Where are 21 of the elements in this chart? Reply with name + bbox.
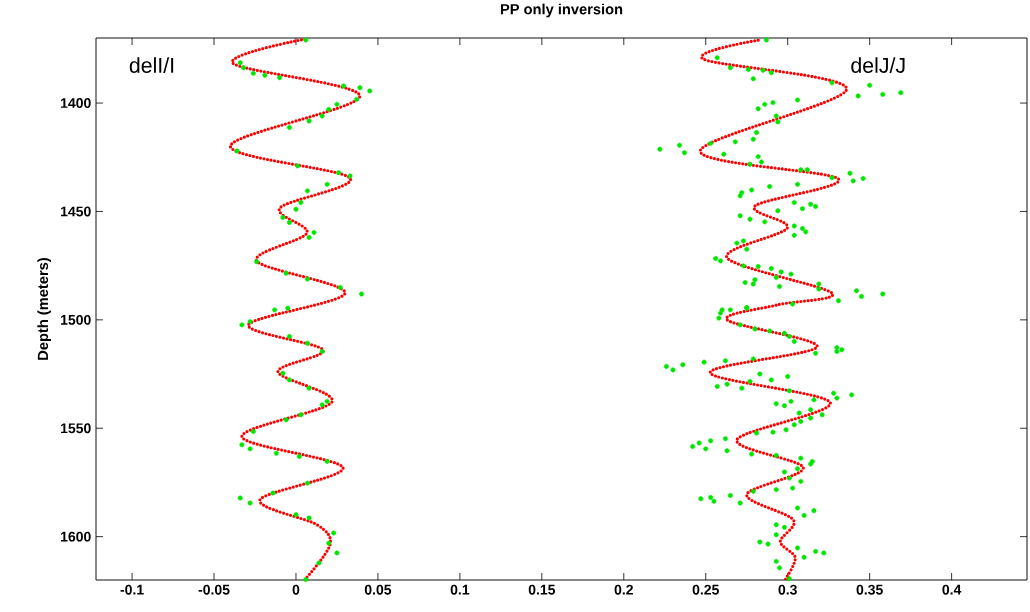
x-tick-label: -0.1 <box>120 584 144 595</box>
x-tick-label: 0.35 <box>856 584 883 595</box>
x-tick-label: 0.1 <box>450 584 470 595</box>
y-tick-label: 1600 <box>61 531 91 542</box>
y-tick-label: 1550 <box>61 423 91 434</box>
y-axis-title: Depth (meters) <box>37 258 51 360</box>
line-series <box>698 38 849 580</box>
x-tick-label: 0.4 <box>942 584 962 595</box>
y-tick-label: 1400 <box>61 98 91 109</box>
chart-title: PP only inversion <box>500 3 623 18</box>
y-tick-label: 1450 <box>61 206 91 217</box>
x-tick-label: 0.15 <box>528 584 556 595</box>
x-tick-label: 0.05 <box>364 584 392 595</box>
annotation: delI/I <box>129 57 174 73</box>
y-tick-label: 1500 <box>61 314 91 325</box>
x-tick-label: -0.05 <box>198 584 230 595</box>
x-tick-label: 0.25 <box>692 584 719 595</box>
annotation: delJ/J <box>851 57 905 73</box>
x-tick-label: 0 <box>292 584 300 595</box>
x-tick-label: 0.2 <box>614 584 633 595</box>
x-tick-label: 0.3 <box>778 584 797 595</box>
